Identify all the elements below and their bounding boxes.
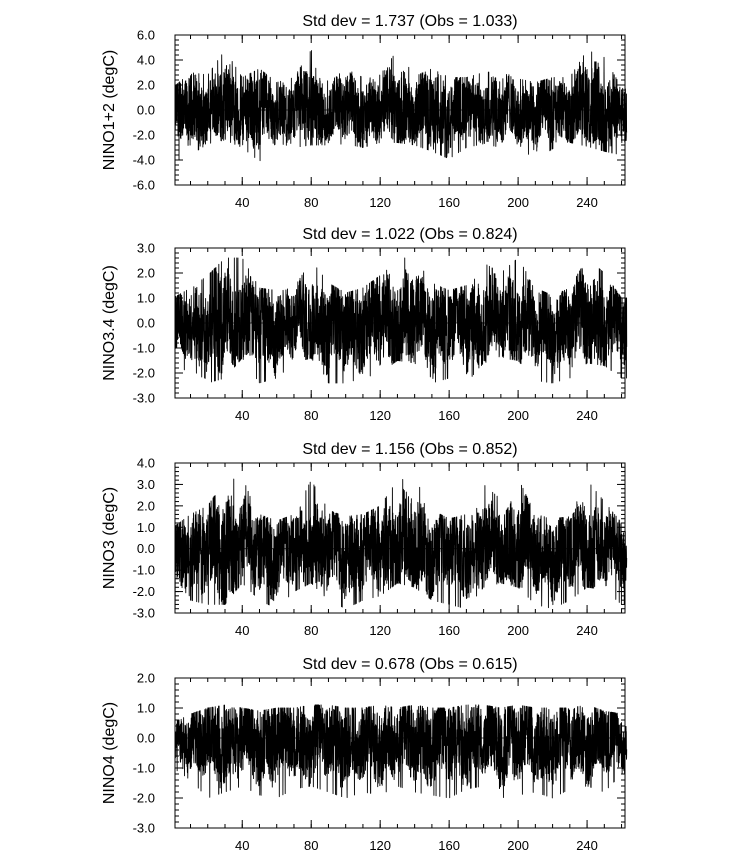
- x-tick-label: 200: [507, 838, 529, 853]
- y-tick-label: 4.0: [137, 53, 155, 68]
- y-tick-label: 4.0: [137, 456, 155, 471]
- y-tick-label: 1.0: [137, 520, 155, 535]
- y-tick-label: 0.0: [137, 103, 155, 118]
- y-tick-label: 2.0: [137, 266, 155, 281]
- panel-title: Std dev = 1.737 (Obs = 1.033): [302, 13, 517, 30]
- panel-1: Std dev = 1.737 (Obs = 1.033) NINO1+2 (de…: [101, 13, 628, 210]
- panel-4: Std dev = 0.678 (Obs = 0.615) NINO4 (degC…: [101, 656, 628, 853]
- y-axis-label: NINO1+2 (degC): [101, 50, 118, 171]
- y-tick-label: -2.0: [133, 584, 155, 599]
- x-tick-label: 120: [369, 623, 391, 638]
- y-tick-label: 0.0: [137, 541, 155, 556]
- x-tick-label: 120: [369, 408, 391, 423]
- x-tick-label: 40: [235, 408, 249, 423]
- panel-title: Std dev = 1.022 (Obs = 0.824): [302, 226, 517, 243]
- x-tick-label: 80: [304, 195, 318, 210]
- x-tick-label: 80: [304, 408, 318, 423]
- y-tick-label: 3.0: [137, 477, 155, 492]
- x-tick-label: 200: [507, 195, 529, 210]
- series-line: [174, 704, 628, 799]
- x-tick-label: 160: [438, 623, 460, 638]
- y-axis-label: NINO3.4 (degC): [101, 265, 118, 381]
- x-tick-label: 160: [438, 408, 460, 423]
- x-tick-label: 240: [576, 623, 598, 638]
- y-tick-label: 2.0: [137, 498, 155, 513]
- y-tick-label: -1.0: [133, 761, 155, 776]
- panel-title: Std dev = 1.156 (Obs = 0.852): [302, 441, 517, 458]
- y-tick-label: -1.0: [133, 563, 155, 578]
- x-tick-label: 240: [576, 195, 598, 210]
- y-tick-label: 0.0: [137, 316, 155, 331]
- y-tick-label: 2.0: [137, 78, 155, 93]
- series-line: [174, 50, 628, 162]
- x-tick-label: 200: [507, 408, 529, 423]
- y-tick-label: 2.0: [137, 671, 155, 686]
- series-line: [174, 257, 628, 384]
- y-tick-label: -3.0: [133, 391, 155, 406]
- x-tick-label: 160: [438, 195, 460, 210]
- x-tick-label: 80: [304, 623, 318, 638]
- y-tick-label: 0.0: [137, 731, 155, 746]
- y-axis-label: NINO4 (degC): [101, 702, 118, 804]
- x-tick-label: 160: [438, 838, 460, 853]
- y-tick-label: 1.0: [137, 701, 155, 716]
- x-tick-label: 80: [304, 838, 318, 853]
- y-tick-label: 3.0: [137, 241, 155, 256]
- y-tick-label: -6.0: [133, 178, 155, 193]
- x-tick-label: 240: [576, 838, 598, 853]
- y-tick-label: -2.0: [133, 791, 155, 806]
- x-tick-label: 40: [235, 623, 249, 638]
- x-tick-label: 120: [369, 195, 391, 210]
- y-tick-label: -4.0: [133, 153, 155, 168]
- plot-frame: [174, 677, 626, 829]
- panel-title: Std dev = 0.678 (Obs = 0.615): [302, 656, 517, 673]
- y-tick-label: -3.0: [133, 821, 155, 836]
- y-axis-label: NINO3 (degC): [101, 487, 118, 589]
- y-tick-label: -3.0: [133, 606, 155, 621]
- x-tick-label: 120: [369, 838, 391, 853]
- x-tick-label: 40: [235, 838, 249, 853]
- y-tick-label: -2.0: [133, 366, 155, 381]
- x-tick-label: 200: [507, 623, 529, 638]
- y-tick-label: -1.0: [133, 341, 155, 356]
- series-line: [174, 478, 628, 609]
- plot-frame: [174, 462, 626, 614]
- panel-3: Std dev = 1.156 (Obs = 0.852) NINO3 (degC…: [101, 441, 628, 638]
- y-tick-label: 6.0: [137, 28, 155, 43]
- y-tick-label: 1.0: [137, 291, 155, 306]
- x-tick-label: 40: [235, 195, 249, 210]
- x-tick-label: 240: [576, 408, 598, 423]
- y-tick-label: -2.0: [133, 128, 155, 143]
- panel-2: Std dev = 1.022 (Obs = 0.824) NINO3.4 (de…: [101, 226, 628, 423]
